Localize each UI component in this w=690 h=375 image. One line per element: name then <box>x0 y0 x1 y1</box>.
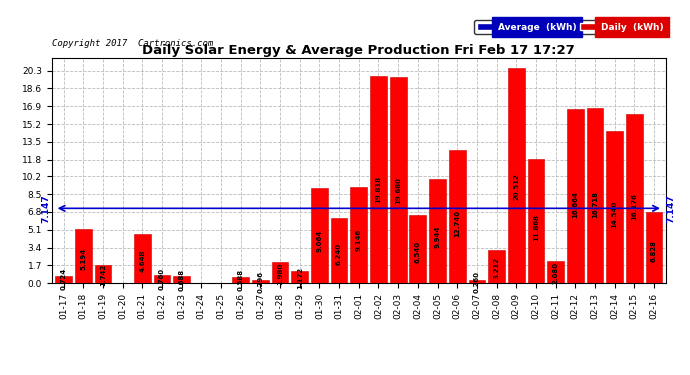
Text: 20.512: 20.512 <box>513 173 520 200</box>
Text: 1.742: 1.742 <box>100 264 106 286</box>
Text: 0.296: 0.296 <box>257 271 264 292</box>
Bar <box>626 114 642 283</box>
Bar <box>233 277 249 283</box>
Bar <box>508 69 524 283</box>
Text: 0.760: 0.760 <box>159 268 165 290</box>
Text: 6.240: 6.240 <box>336 243 342 265</box>
Text: 16.718: 16.718 <box>592 191 598 218</box>
Text: 16.176: 16.176 <box>631 194 638 220</box>
Text: Copyright 2017  Cartronics.com: Copyright 2017 Cartronics.com <box>52 39 213 48</box>
Bar <box>646 211 662 283</box>
Bar <box>95 265 111 283</box>
Bar <box>489 249 505 283</box>
Text: 9.944: 9.944 <box>435 225 440 248</box>
Bar <box>134 234 150 283</box>
Text: 14.540: 14.540 <box>611 201 618 228</box>
Text: 6.540: 6.540 <box>415 241 421 263</box>
Bar <box>409 214 426 283</box>
Bar <box>331 218 348 283</box>
Title: Daily Solar Energy & Average Production Fri Feb 17 17:27: Daily Solar Energy & Average Production … <box>142 44 575 57</box>
Text: 19.818: 19.818 <box>375 176 382 203</box>
Bar <box>272 262 288 283</box>
Text: 6.828: 6.828 <box>651 240 657 262</box>
Bar <box>607 131 623 283</box>
Bar <box>154 275 170 283</box>
Bar <box>173 276 190 283</box>
Bar <box>370 76 387 283</box>
Bar <box>75 229 92 283</box>
Text: 11.868: 11.868 <box>533 214 539 241</box>
Bar <box>311 188 328 283</box>
Bar <box>449 150 466 283</box>
Bar <box>390 77 406 283</box>
Text: 9.146: 9.146 <box>356 229 362 251</box>
Bar <box>291 271 308 283</box>
Text: 12.740: 12.740 <box>454 210 460 237</box>
Bar <box>586 108 603 283</box>
Bar <box>429 179 446 283</box>
Text: 1.980: 1.980 <box>277 262 283 285</box>
Text: 16.664: 16.664 <box>572 191 578 218</box>
Text: 3.212: 3.212 <box>493 257 500 279</box>
Text: 0.724: 0.724 <box>61 268 66 291</box>
Bar <box>567 109 584 283</box>
Text: 7.147: 7.147 <box>667 194 676 223</box>
Bar <box>547 261 564 283</box>
Bar <box>528 159 544 283</box>
Text: 1.172: 1.172 <box>297 267 303 289</box>
Bar <box>252 280 268 283</box>
Text: 19.680: 19.680 <box>395 177 401 204</box>
Text: 7.147: 7.147 <box>41 194 50 223</box>
Text: 9.064: 9.064 <box>317 230 322 252</box>
Text: 5.194: 5.194 <box>80 248 86 270</box>
Text: 2.080: 2.080 <box>553 262 559 284</box>
Bar <box>469 280 485 283</box>
Bar <box>351 188 367 283</box>
Text: 0.688: 0.688 <box>179 268 185 291</box>
Text: 0.260: 0.260 <box>474 271 480 293</box>
Bar <box>55 276 72 283</box>
Text: 0.588: 0.588 <box>237 269 244 291</box>
Text: 4.648: 4.648 <box>139 250 146 272</box>
Legend: Average  (kWh), Daily  (kWh): Average (kWh), Daily (kWh) <box>474 20 666 34</box>
